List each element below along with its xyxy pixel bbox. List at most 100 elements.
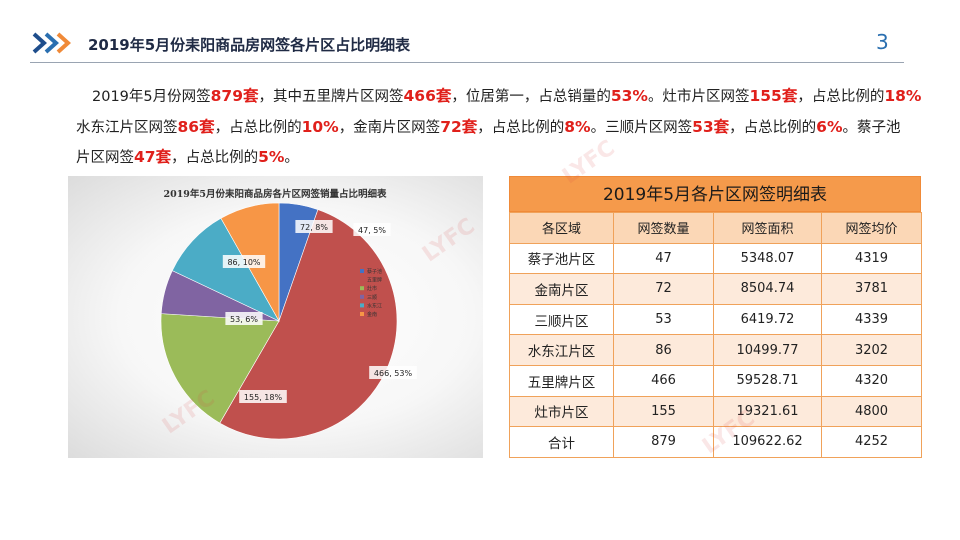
slice-data-label: 72, 8% xyxy=(295,220,333,233)
pie-chart: 2019年5月份耒阳商品房各片区网签销量占比明细表 47, 5% 466, 53% 1… xyxy=(160,188,417,440)
table-cell: 10499.77 xyxy=(713,334,822,366)
legend-swatch xyxy=(360,294,364,299)
summary-text: ，位居第一，占总销量的 xyxy=(451,89,611,105)
header-divider xyxy=(30,62,904,63)
svg-text:72, 8%: 72, 8% xyxy=(300,223,328,232)
slice-data-label: 86, 10% xyxy=(222,255,266,268)
table-cell: 4320 xyxy=(821,364,922,397)
summary-text: 。 xyxy=(284,150,299,166)
pie-chart-panel: 2019年5月份耒阳商品房各片区网签销量占比明细表 47, 5% 466, 53% 1… xyxy=(68,176,483,458)
table-cell: 蔡子池片区 xyxy=(509,242,614,275)
legend-swatch xyxy=(360,277,364,282)
legend-swatch xyxy=(360,312,364,316)
highlight-figure: 53% xyxy=(610,87,648,105)
table-row: 三顺片区 53 6419.72 4339 xyxy=(509,303,922,336)
table-header-row: 各区域 网签数量 网签面积 网签均价 xyxy=(509,212,922,244)
table-row: 水东江片区 86 10499.77 3202 xyxy=(509,334,922,366)
svg-text:155, 18%: 155, 18% xyxy=(244,393,283,402)
detail-table: 各区域 网签数量 网签面积 网签均价 蔡子池片区 47 5348.07 4319 金南片区 72 8… xyxy=(509,212,922,458)
legend-swatch xyxy=(360,303,364,308)
table-cell: 3781 xyxy=(821,273,922,305)
summary-text: 水东江片区网签 xyxy=(76,119,178,136)
slide-header: 2019年5月份耒阳商品房网签各片区占比明细表 3 xyxy=(0,0,960,70)
table-cell: 4339 xyxy=(821,303,922,336)
table-row: 合计 879 109622.62 4252 xyxy=(509,426,922,458)
summary-text: ，占总比例的 xyxy=(797,89,885,105)
highlight-figure: 53套 xyxy=(692,117,730,136)
summary-text: 。灶市片区网签 xyxy=(647,89,750,105)
summary-text: ，占总比例的 xyxy=(214,119,302,136)
table-cell: 53 xyxy=(613,303,714,336)
legend-label: 金南 xyxy=(367,311,377,318)
double-chevron-right-icon xyxy=(32,32,71,54)
table-row: 灶市片区 155 19321.61 4800 xyxy=(509,395,922,428)
table-row: 五里牌片区 466 59528.71 4320 xyxy=(509,364,922,397)
page-number: 3 xyxy=(876,30,889,54)
table-cell: 86 xyxy=(613,334,714,366)
summary-text: 。三顺片区网签 xyxy=(590,119,693,136)
summary-text: 。蔡子池 xyxy=(842,119,901,136)
table-cell: 4800 xyxy=(821,395,922,428)
summary-text: ，占总比例的 xyxy=(477,119,565,136)
slice-data-label: 466, 53% xyxy=(369,366,417,379)
highlight-figure: 72套 xyxy=(440,117,478,136)
summary-text: 2019年5月份网签 xyxy=(92,89,211,105)
highlight-figure: 47套 xyxy=(134,148,172,166)
legend-label: 灶市 xyxy=(367,285,377,292)
summary-text: ，其中五里牌片区网签 xyxy=(258,89,404,105)
pie-slice xyxy=(160,313,280,424)
table-header-cell: 各区域 xyxy=(509,212,614,244)
legend-label: 五里牌 xyxy=(367,277,382,284)
highlight-figure: 86套 xyxy=(177,117,215,136)
page-title: 2019年5月份耒阳商品房网签各片区占比明细表 xyxy=(88,36,411,54)
highlight-figure: 5% xyxy=(258,148,285,166)
summary-line: 片区网签47套，占总比例的5%。 xyxy=(76,143,960,174)
table-header-cell: 网签面积 xyxy=(713,212,822,244)
summary-text: ，占总比例的 xyxy=(729,119,817,136)
table-cell: 19321.61 xyxy=(713,395,822,428)
table-row: 蔡子池片区 47 5348.07 4319 xyxy=(509,242,922,275)
legend-label: 水东江 xyxy=(367,302,382,309)
table-cell: 金南片区 xyxy=(509,273,614,305)
table-cell: 47 xyxy=(613,242,714,275)
legend-label: 蔡子池 xyxy=(367,268,382,275)
highlight-figure: 155套 xyxy=(749,87,798,105)
detail-table-container: 2019年5月各片区网签明细表 各区域 网签数量 网签面积 网签均价 蔡子池片区 47 53… xyxy=(509,176,922,458)
table-header-cell: 网签均价 xyxy=(821,212,922,244)
table-cell: 合计 xyxy=(509,426,614,458)
svg-text:466, 53%: 466, 53% xyxy=(374,369,413,378)
legend-swatch xyxy=(360,269,364,273)
table-cell: 4319 xyxy=(821,242,922,275)
pie-slice xyxy=(171,217,280,322)
table-cell: 8504.74 xyxy=(713,273,822,305)
summary-text: ，金南片区网签 xyxy=(338,119,441,136)
slice-data-label: 155, 18% xyxy=(239,390,287,403)
legend-label: 三顺 xyxy=(367,295,377,301)
table-cell: 5348.07 xyxy=(713,242,822,275)
table-cell: 879 xyxy=(613,426,714,458)
highlight-figure: 18% xyxy=(884,87,922,105)
table-header-cell: 网签数量 xyxy=(613,212,714,244)
table-cell: 水东江片区 xyxy=(509,334,614,366)
table-cell: 五里牌片区 xyxy=(509,364,614,397)
summary-paragraph: 2019年5月份网签879套，其中五里牌片区网签466套，位居第一，占总销量的5… xyxy=(76,82,960,174)
chart-title: 2019年5月份耒阳商品房各片区网签销量占比明细表 xyxy=(163,188,387,200)
svg-text:86, 10%: 86, 10% xyxy=(227,258,260,267)
table-cell: 4252 xyxy=(821,426,922,458)
svg-text:53, 6%: 53, 6% xyxy=(230,315,258,324)
table-title: 2019年5月各片区网签明细表 xyxy=(509,176,921,212)
summary-text: 片区网签 xyxy=(76,150,134,166)
table-cell: 三顺片区 xyxy=(509,303,614,336)
slice-data-label: 53, 6% xyxy=(225,312,263,325)
table-cell: 72 xyxy=(613,273,714,305)
legend-swatch xyxy=(360,286,364,291)
highlight-figure: 6% xyxy=(816,117,843,136)
summary-line: 2019年5月份网签879套，其中五里牌片区网签466套，位居第一，占总销量的5… xyxy=(78,82,960,113)
table-cell: 155 xyxy=(613,395,714,428)
svg-text:47, 5%: 47, 5% xyxy=(358,226,386,235)
table-cell: 109622.62 xyxy=(713,426,822,458)
table-cell: 59528.71 xyxy=(713,364,822,397)
highlight-figure: 879套 xyxy=(210,87,259,105)
table-cell: 灶市片区 xyxy=(509,395,614,428)
table-cell: 3202 xyxy=(821,334,922,366)
